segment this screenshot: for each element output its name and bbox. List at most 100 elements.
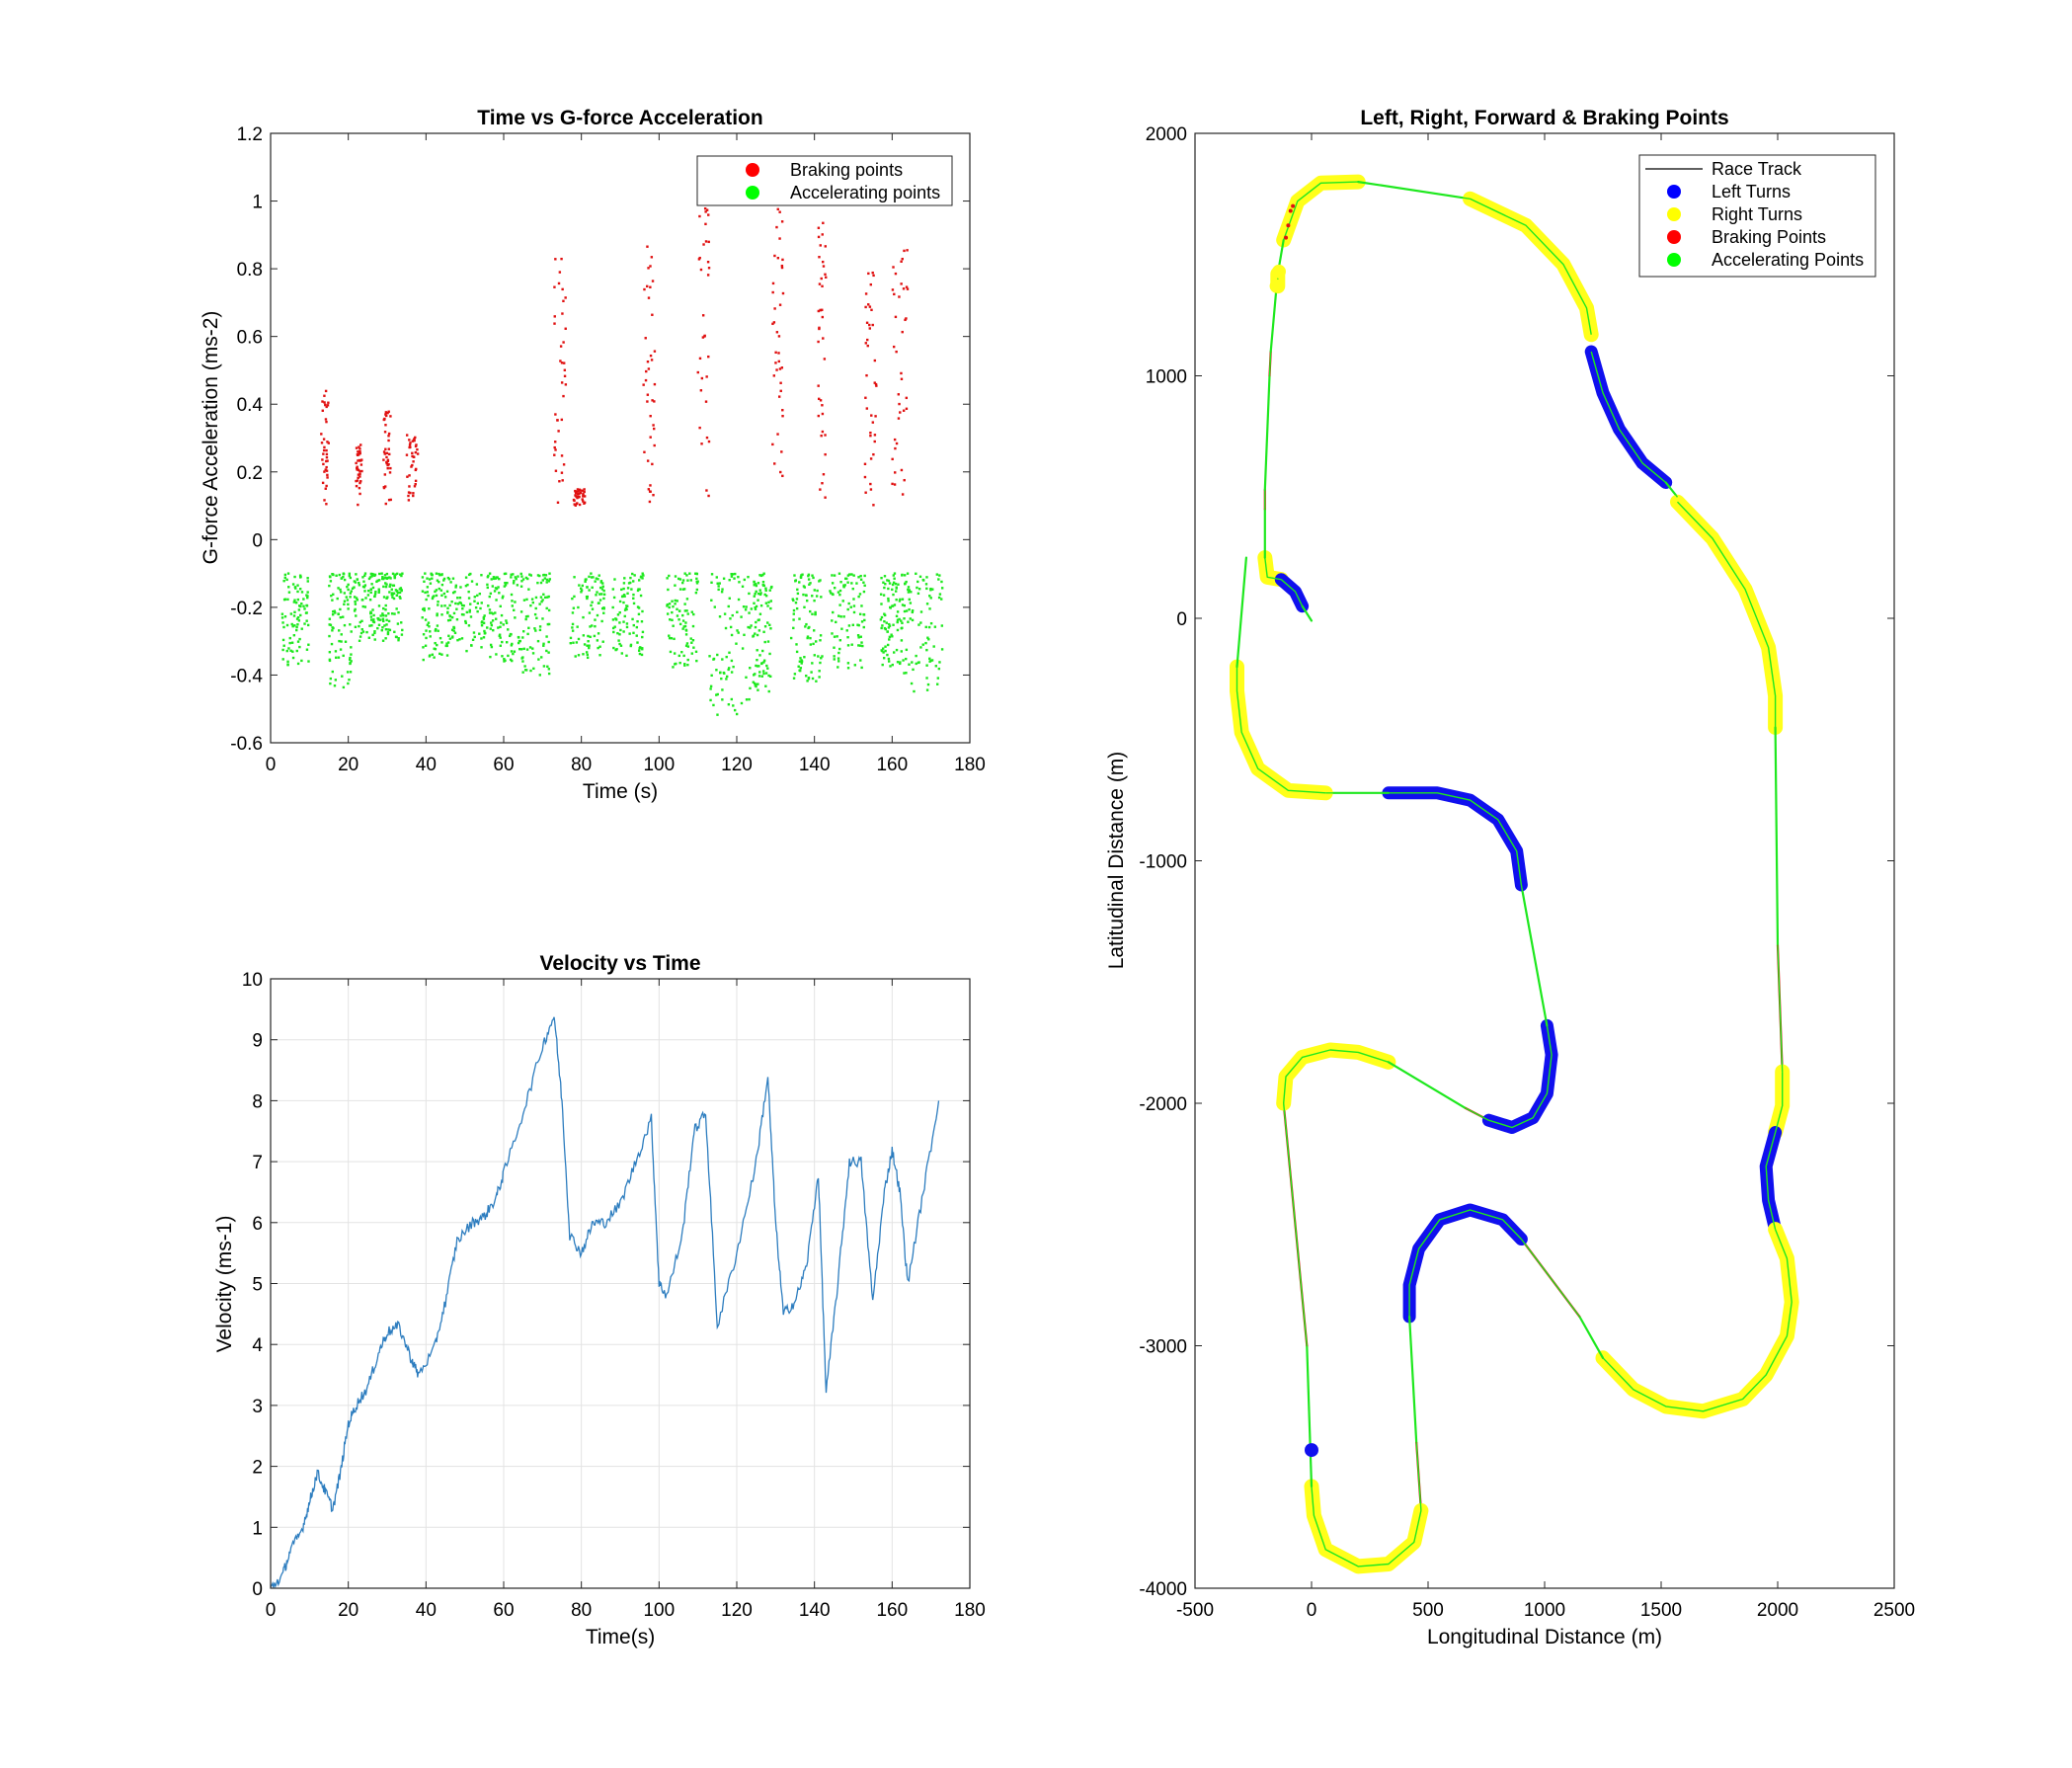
accelerating-point — [905, 672, 908, 675]
accelerating-point — [894, 582, 898, 586]
braking-point — [560, 471, 564, 474]
accelerating-point — [597, 632, 600, 635]
accelerating-point — [919, 646, 922, 649]
accelerating-point — [858, 593, 862, 596]
accelerating-point — [456, 597, 459, 600]
braking-point — [387, 410, 390, 413]
accelerating-point — [756, 658, 758, 662]
braking-point — [772, 374, 776, 377]
braking-point — [416, 447, 419, 451]
accelerating-point — [888, 635, 892, 639]
accelerating-point — [819, 661, 822, 665]
accelerating-point — [829, 590, 832, 593]
braking-point — [414, 444, 418, 448]
race-track-centerline — [1520, 1239, 1580, 1318]
accelerating-point — [440, 653, 443, 656]
accelerating-point — [905, 580, 908, 584]
accelerating-point — [743, 578, 747, 582]
accelerating-point — [887, 579, 891, 583]
accelerating-point — [372, 613, 375, 617]
track-legend-right-marker — [1667, 207, 1681, 221]
accelerating-point — [354, 607, 357, 611]
accelerating-point — [446, 576, 450, 580]
race-track-centerline — [1235, 557, 1247, 668]
accelerating-point — [718, 582, 721, 585]
accelerating-point — [540, 600, 543, 603]
braking-point — [906, 249, 909, 252]
accelerating-point — [753, 602, 756, 604]
accelerating-point — [623, 614, 626, 618]
accelerating-point — [731, 613, 734, 617]
accelerating-point — [689, 637, 692, 640]
accelerating-point — [448, 637, 452, 640]
braking-point — [891, 457, 894, 461]
braking-point — [891, 288, 895, 291]
accelerating-point — [743, 633, 746, 637]
race-track-centerline — [1388, 1061, 1467, 1109]
accelerating-point — [716, 653, 719, 657]
accelerating-point — [846, 574, 850, 577]
accelerating-point — [384, 576, 387, 580]
accelerating-point — [526, 577, 529, 581]
accelerating-point — [386, 632, 390, 636]
accelerating-point — [281, 638, 285, 642]
accelerating-point — [940, 587, 944, 590]
accelerating-point — [919, 610, 923, 613]
accelerating-point — [464, 619, 467, 623]
accelerating-point — [883, 575, 887, 578]
braking-point — [322, 462, 325, 466]
braking-point — [698, 426, 701, 430]
accelerating-point — [668, 605, 671, 609]
braking-point — [564, 296, 567, 299]
accelerating-point — [857, 595, 860, 599]
accelerating-point — [813, 589, 816, 592]
braking-point — [869, 457, 873, 460]
accelerating-point — [467, 624, 471, 627]
accelerating-point — [768, 652, 771, 656]
braking-point — [647, 267, 650, 270]
accelerating-point — [282, 625, 285, 629]
accelerating-point — [690, 641, 693, 644]
accelerating-point — [848, 573, 851, 576]
braking-point — [357, 476, 359, 480]
accelerating-point — [481, 620, 484, 623]
braking-point — [821, 482, 824, 485]
accelerating-point — [910, 591, 913, 594]
braking-point — [817, 340, 820, 344]
accelerating-point — [515, 577, 518, 581]
accelerating-point — [442, 577, 446, 581]
accelerating-point — [602, 607, 605, 610]
accelerating-point — [480, 602, 483, 604]
accelerating-point — [799, 657, 802, 660]
braking-point — [703, 334, 706, 338]
accelerating-point — [293, 610, 296, 614]
accelerating-point — [888, 582, 892, 585]
track-ytick-label: 1000 — [1146, 367, 1187, 388]
accelerating-point — [863, 574, 866, 578]
braking-point — [560, 362, 564, 364]
accelerating-point — [811, 595, 814, 598]
accelerating-point — [350, 590, 353, 593]
accelerating-point — [889, 665, 892, 668]
accelerating-point — [896, 610, 900, 613]
accelerating-point — [398, 591, 402, 595]
braking-point — [323, 470, 326, 473]
accelerating-point — [596, 613, 599, 617]
accelerating-point — [617, 639, 620, 642]
accelerating-point — [475, 583, 479, 586]
accelerating-point — [758, 574, 761, 577]
accelerating-point — [863, 618, 866, 622]
braking-point — [583, 488, 586, 491]
braking-point — [653, 400, 656, 403]
track-ytick-label: -1000 — [1139, 852, 1187, 873]
accelerating-point — [511, 642, 514, 646]
accelerating-point — [850, 573, 853, 576]
accelerating-point — [622, 594, 626, 597]
accelerating-point — [863, 584, 866, 588]
braking-point — [326, 459, 329, 462]
braking-point — [773, 307, 776, 310]
accelerating-point — [373, 630, 376, 633]
accelerating-point — [635, 634, 638, 637]
braking-point — [324, 487, 327, 490]
accelerating-point — [622, 620, 625, 623]
